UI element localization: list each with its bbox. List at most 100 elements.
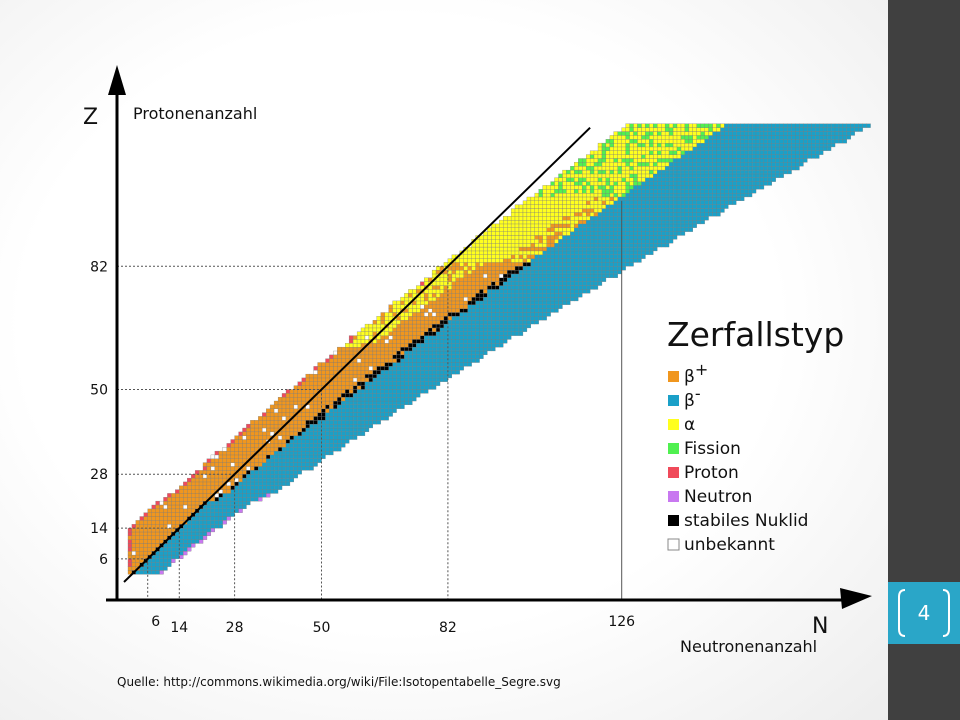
nuclide-cell <box>605 150 611 155</box>
nuclide-cell <box>724 166 729 171</box>
nuclide-cell <box>566 243 571 248</box>
nuclide-cell <box>803 127 808 132</box>
nuclide-cell <box>621 231 626 236</box>
nuclide-cell <box>435 354 441 359</box>
nuclide-cell <box>562 200 567 205</box>
nuclide-cell <box>234 450 239 456</box>
nuclide-cell <box>352 404 358 409</box>
nuclide-cell <box>664 158 670 163</box>
nuclide-cell <box>254 431 259 436</box>
nuclide-cell <box>471 246 476 252</box>
nuclide-cell <box>317 404 322 409</box>
nuclide-cell <box>641 200 646 205</box>
nuclide-cell <box>191 539 196 544</box>
nuclide-cell <box>210 474 215 479</box>
nuclide-cell <box>680 154 686 159</box>
nuclide-cell <box>258 454 263 459</box>
nuclide-cell <box>783 154 788 159</box>
nuclide-cell <box>645 239 650 244</box>
nuclide-cell <box>356 389 362 394</box>
nuclide-cell <box>329 416 334 421</box>
nuclide-cell <box>751 169 757 175</box>
nuclide-cell <box>281 470 287 475</box>
nuclide-cell <box>657 200 662 205</box>
nuclide-cell <box>139 554 144 559</box>
nuclide-cell <box>589 169 595 175</box>
nuclide-cell <box>487 343 492 348</box>
nuclide-cell <box>155 504 160 509</box>
nuclide-cell <box>277 458 283 463</box>
nuclide-cell <box>518 208 524 213</box>
nuclide-cell <box>684 204 690 209</box>
nuclide-cell <box>582 173 587 178</box>
nuclide-cell <box>503 219 508 225</box>
nuclide-cell <box>522 258 528 263</box>
nuclide-cell <box>491 231 496 236</box>
nuclide-cell <box>783 169 788 175</box>
nuclide-cell <box>416 346 421 352</box>
nuclide-cell <box>672 185 678 190</box>
nuclide-cell <box>653 146 658 151</box>
nuclide-cell <box>680 127 686 132</box>
nuclide-cell <box>491 273 496 278</box>
nuclide-cell <box>483 316 488 321</box>
nuclide-cell <box>455 346 460 352</box>
nuclide-cell <box>593 169 599 175</box>
nuclide-cell <box>605 177 611 182</box>
nuclide-cell <box>597 216 603 221</box>
nuclide-cell <box>424 277 429 282</box>
nuclide-cell <box>269 477 275 483</box>
nuclide-cell <box>649 173 654 178</box>
nuclide-cell <box>593 177 599 182</box>
nuclide-cell <box>372 373 377 379</box>
nuclide-cell <box>617 154 622 159</box>
nuclide-cell <box>751 142 757 148</box>
nuclide-cell <box>396 381 401 386</box>
nuclide-cell <box>684 181 690 186</box>
nuclide-cell <box>542 227 547 232</box>
nuclide-cell <box>487 331 492 336</box>
nuclide-cell <box>696 204 701 209</box>
nuclide-cell <box>728 158 733 163</box>
nuclide-cell <box>297 447 302 452</box>
nuclide-cell <box>740 158 745 163</box>
nuclide-cell <box>668 223 674 228</box>
nuclide-cell <box>392 323 397 329</box>
nuclide-cell <box>455 277 460 282</box>
nuclide-cell <box>593 154 599 159</box>
nuclide-cell <box>589 162 595 167</box>
nuclide-cell <box>352 389 358 394</box>
nuclide-cell <box>522 312 528 317</box>
nuclide-cell <box>728 139 733 144</box>
nuclide-cell <box>507 312 512 317</box>
nuclide-cell <box>668 227 674 232</box>
nuclide-cell <box>171 520 176 525</box>
nuclide-cell <box>582 289 587 294</box>
nuclide-cell <box>507 254 512 259</box>
nuclide-cell <box>538 189 543 194</box>
nuclide-cell <box>649 131 654 136</box>
nuclide-cell <box>629 200 634 205</box>
x-tick-label: 126 <box>608 614 635 630</box>
nuclide-cell <box>384 346 389 352</box>
nuclide-cell <box>420 370 425 375</box>
nuclide-cell <box>266 416 271 421</box>
nuclide-cell <box>187 497 192 502</box>
nuclide-cell <box>285 431 291 436</box>
nuclide-cell <box>297 400 302 405</box>
nuclide-cell <box>364 362 370 367</box>
nuclide-cell <box>305 431 310 436</box>
nuclide-cell <box>696 162 701 167</box>
nuclide-cell <box>546 289 551 294</box>
nuclide-cell <box>258 435 263 440</box>
nuclide-cell <box>799 139 804 144</box>
nuclide-cell <box>732 150 737 155</box>
nuclide-cell <box>510 285 516 290</box>
nuclide-cell <box>522 219 528 225</box>
nuclide-cell <box>787 154 792 159</box>
nuclide-cell <box>732 131 737 136</box>
nuclide-cell <box>795 127 800 132</box>
nuclide-cell <box>293 454 298 459</box>
nuclide-cell <box>258 497 263 502</box>
nuclide-cell <box>779 135 784 140</box>
